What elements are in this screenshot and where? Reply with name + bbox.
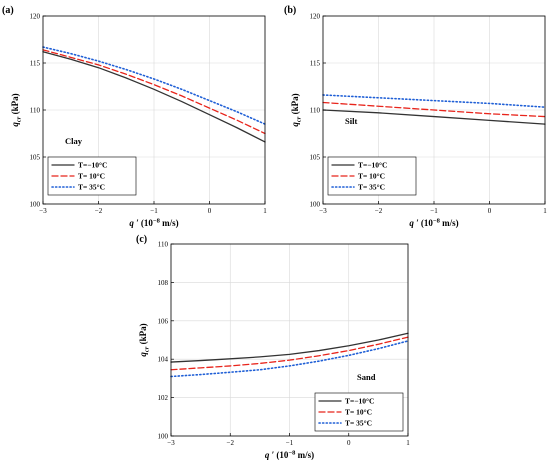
y-tick-label: 105: [30, 154, 41, 162]
x-tick-label: 1: [263, 207, 267, 215]
legend-label: T= 10°C: [345, 408, 372, 417]
y-tick-label: 100: [310, 201, 321, 209]
series-line-2: [322, 101, 546, 118]
y-tick-label: 100: [30, 201, 41, 209]
legend-label: T= 35°C: [358, 183, 385, 192]
x-tick-label: −2: [375, 207, 383, 215]
x-tick-label: −2: [95, 207, 103, 215]
y-axis-label: qcr (kPa): [138, 323, 151, 356]
series-line-1: [42, 51, 266, 143]
legend-label: T=−10°C: [345, 397, 374, 406]
y-tick-label: 100: [158, 433, 169, 441]
x-tick-label: 1: [406, 439, 410, 447]
y-tick-label: 108: [158, 279, 169, 287]
x-tick-label: −3: [39, 207, 47, 215]
x-axis-label: q ′ (10−8 m/s): [129, 218, 178, 229]
y-tick-label: 115: [310, 60, 321, 68]
panel-label: (c): [136, 234, 147, 245]
y-tick-label: 120: [310, 13, 321, 21]
series-line-2: [170, 336, 409, 371]
y-axis-label: qcr (kPa): [290, 93, 303, 126]
x-axis-label: q ′ (10−8 m/s): [265, 450, 314, 461]
y-tick-label: 106: [158, 317, 169, 325]
y-tick-label: 104: [158, 356, 169, 364]
series-line-3: [170, 340, 409, 378]
x-tick-label: −2: [227, 439, 235, 447]
x-tick-label: 0: [488, 207, 492, 215]
legend: T=−10°C T= 10°C T= 35°C: [314, 392, 404, 432]
panel-label: (a): [2, 5, 14, 16]
series-line-3: [42, 46, 266, 125]
legend-label: T= 35°C: [345, 419, 372, 428]
soil-type-annotation: Sand: [357, 372, 376, 382]
x-tick-label: −1: [150, 207, 158, 215]
y-tick-label: 105: [310, 154, 321, 162]
soil-type-annotation: Silt: [345, 116, 357, 126]
y-tick-label: 110: [310, 107, 321, 115]
series-line-1: [322, 109, 546, 125]
x-tick-label: −1: [430, 207, 438, 215]
y-tick-label: 110: [30, 107, 41, 115]
y-tick-label: 120: [30, 13, 41, 21]
legend-label: T=−10°C: [358, 161, 387, 170]
x-tick-label: −1: [286, 439, 294, 447]
soil-type-annotation: Clay: [65, 136, 83, 146]
chart-panel-3: −3 −2 −1 0 1 100 102 104 106 108 110 (c) q ′ (10−8 m…: [136, 234, 410, 460]
y-axis-label: qcr (kPa): [10, 93, 23, 126]
x-tick-label: 0: [347, 439, 351, 447]
series-line-1: [170, 332, 409, 363]
x-tick-label: −3: [319, 207, 327, 215]
y-tick-label: 102: [158, 394, 169, 402]
x-axis-label: q ′ (10−8 m/s): [409, 218, 458, 229]
chart-panel-2: −3 −2 −1 0 1 100 105 110 115 120 (b) q ′ (10−8 m/s)…: [284, 5, 547, 228]
x-tick-label: 0: [208, 207, 212, 215]
y-tick-label: 115: [30, 60, 41, 68]
legend-label: T=−10°C: [78, 161, 107, 170]
panel-label: (b): [284, 5, 296, 16]
x-tick-label: −3: [167, 439, 175, 447]
series-line-2: [42, 49, 266, 135]
legend-label: T= 10°C: [78, 172, 105, 181]
legend: T=−10°C T= 10°C T= 35°C: [47, 156, 137, 196]
y-tick-label: 110: [158, 241, 169, 249]
x-tick-label: 1: [543, 207, 547, 215]
legend: T=−10°C T= 10°C T= 35°C: [327, 156, 417, 196]
chart-panel-1: −3 −2 −1 0 1 100 105 110 115 120 (a) q ′ (10−8 m/s)…: [2, 5, 267, 228]
series-line-3: [322, 94, 546, 108]
legend-label: T= 35°C: [78, 183, 105, 192]
legend-label: T= 10°C: [358, 172, 385, 181]
